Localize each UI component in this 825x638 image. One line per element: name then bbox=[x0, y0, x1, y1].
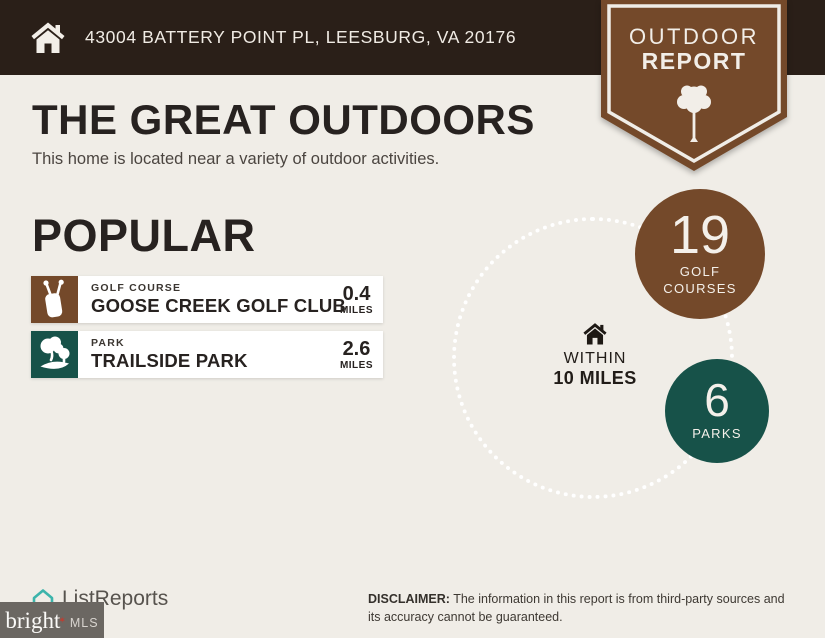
radius-center-label: WITHIN 10 MILES bbox=[541, 320, 649, 389]
parks-count-bubble: 6 PARKS bbox=[665, 359, 769, 463]
item-category: PARK bbox=[91, 337, 125, 349]
list-item-park: PARK TRAILSIDE PARK 2.6 MILES bbox=[31, 331, 383, 378]
disclaimer-text: The information in this report is from t… bbox=[368, 592, 785, 625]
outdoor-report-badge: OUTDOOR REPORT bbox=[601, 0, 787, 173]
park-trees-icon bbox=[31, 331, 78, 378]
popular-heading: POPULAR bbox=[32, 210, 256, 261]
house-icon bbox=[583, 323, 607, 345]
parks-label: PARKS bbox=[692, 425, 742, 441]
list-item-golf-course: GOLF COURSE GOOSE CREEK GOLF CLUB 0.4 MI… bbox=[31, 276, 383, 323]
golf-courses-count-bubble: 19 GOLF COURSES bbox=[635, 189, 765, 319]
badge-title-line1: OUTDOOR bbox=[629, 24, 759, 49]
bright-mls-logo: bright ✶ MLS bbox=[0, 602, 104, 638]
mls-suffix: MLS bbox=[69, 616, 99, 630]
list-item-card: GOLF COURSE GOOSE CREEK GOLF CLUB 0.4 MI… bbox=[78, 276, 383, 323]
item-category: GOLF COURSE bbox=[91, 282, 182, 294]
item-distance: 2.6 MILES bbox=[339, 337, 373, 371]
list-item-card: PARK TRAILSIDE PARK 2.6 MILES bbox=[78, 331, 383, 378]
page-subtitle: This home is located near a variety of o… bbox=[32, 150, 440, 168]
ribbon-shape bbox=[601, 0, 787, 171]
item-distance: 0.4 MILES bbox=[339, 282, 373, 316]
tree-icon bbox=[677, 85, 711, 142]
disclaimer-label: DISCLAIMER: bbox=[368, 592, 450, 606]
page-title: THE GREAT OUTDOORS bbox=[32, 96, 535, 143]
parks-count: 6 bbox=[704, 374, 730, 427]
disclaimer: DISCLAIMER: The information in this repo… bbox=[368, 590, 798, 626]
miles-label: 10 MILES bbox=[553, 368, 637, 388]
ten-mile-radius-ring bbox=[452, 217, 734, 499]
property-address: 43004 BATTERY POINT PL, LEESBURG, VA 201… bbox=[85, 27, 517, 47]
golf-courses-label: GOLF COURSES bbox=[663, 264, 737, 297]
golf-bag-icon bbox=[31, 276, 78, 323]
within-label: WITHIN bbox=[563, 350, 627, 367]
popular-list: GOLF COURSE GOOSE CREEK GOLF CLUB 0.4 MI… bbox=[31, 276, 383, 386]
bright-star-icon: ✶ bbox=[58, 614, 66, 625]
golf-courses-count: 19 bbox=[669, 204, 731, 265]
item-name: TRAILSIDE PARK bbox=[91, 350, 248, 371]
bright-wordmark: bright bbox=[5, 607, 61, 633]
home-icon bbox=[31, 22, 65, 53]
badge-title-line2: REPORT bbox=[641, 48, 747, 74]
item-name: GOOSE CREEK GOLF CLUB bbox=[91, 295, 346, 316]
